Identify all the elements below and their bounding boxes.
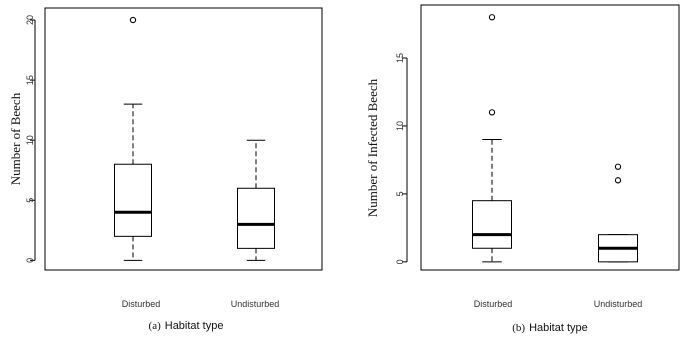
panel-label: (a) [149,320,162,332]
y-tick-label: 20 [25,15,35,25]
outlier-point [129,16,137,24]
panel-b: 0 5 10 15 Disturbed Undisturbed Number of I… [365,4,680,334]
panel-a-marks: 0 5 10 15 20 [25,15,275,263]
panel-caption: (b) Habitat type [512,322,588,334]
y-tick-label: 5 [395,191,405,196]
x-tick-label: Disturbed [122,299,161,309]
x-axis-label: Habitat type [165,320,224,332]
y-tick-label: 10 [395,121,405,131]
iqr-box [472,200,512,249]
panel-label: (b) [512,322,525,334]
y-tick-label: 15 [25,75,35,85]
plot-frame [420,4,680,271]
x-tick-label: Undisturbed [231,299,280,309]
iqr-box [114,163,152,237]
outlier-point [614,163,622,170]
x-tick-label: Disturbed [474,299,513,309]
y-tick-label: 5 [25,198,35,203]
outlier-point [488,14,496,21]
outlier-point [614,177,622,184]
panel-a: 0 5 10 15 20 Disturbed Undisturbed Number of… [8,7,323,332]
y-tick-label: 10 [25,135,35,145]
iqr-box [237,187,275,249]
x-axis-label: Habitat type [529,322,588,334]
y-tick-label: 0 [25,258,35,263]
y-axis-label: Number of Beech [8,92,23,185]
plot-frame [44,7,323,271]
y-axis-label: Number of Infected Beech [365,78,380,217]
panel-b-marks: 0 5 10 15 [395,14,638,264]
panel-caption: (a) Habitat type [149,320,224,332]
outlier-point [488,109,496,116]
y-tick-label: 0 [395,259,405,264]
x-tick-label: Undisturbed [594,299,643,309]
y-tick-label: 15 [395,53,405,63]
